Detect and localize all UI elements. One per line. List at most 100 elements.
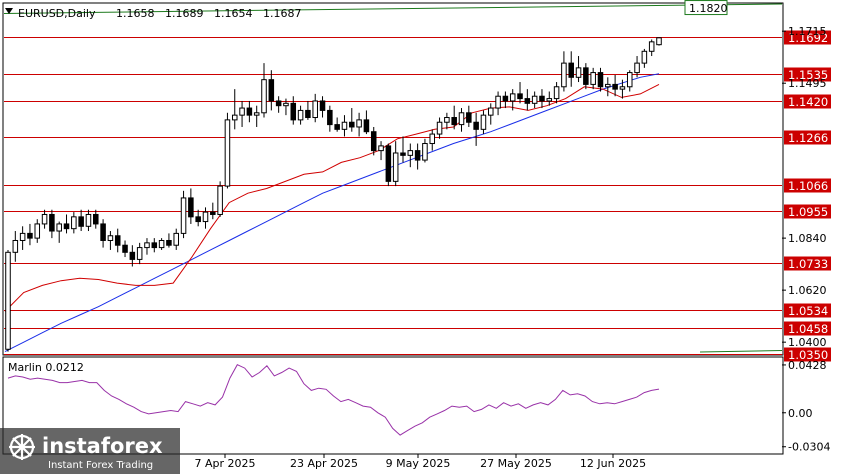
candle <box>349 108 355 132</box>
candle-body-down <box>195 216 201 223</box>
upper-line <box>3 3 783 14</box>
candle <box>495 91 501 116</box>
candle <box>231 89 238 130</box>
candle-body-up <box>487 107 494 116</box>
candle-body-up <box>422 143 428 161</box>
candle <box>392 141 399 187</box>
candle <box>429 129 436 151</box>
candle-body-up <box>561 62 567 88</box>
candle <box>634 56 640 78</box>
candle <box>400 136 406 163</box>
candle <box>93 209 99 229</box>
candle-body-down <box>385 145 392 182</box>
candle-body-up <box>19 232 26 241</box>
candle <box>436 117 443 139</box>
candle-body-down <box>524 98 531 104</box>
candle <box>487 103 494 125</box>
upper-line-label-box <box>684 0 728 16</box>
candle-body-up <box>356 119 362 128</box>
candle-body-up <box>136 247 143 260</box>
candle-body-down <box>27 232 33 239</box>
candle-body-up <box>12 239 19 253</box>
candle-body-up <box>85 213 92 227</box>
level-label: 1.0458 <box>788 322 828 336</box>
candle-body-down <box>188 197 194 218</box>
candle-body-up <box>239 107 245 116</box>
candle-body-up <box>41 213 48 225</box>
candle-body-up <box>224 119 231 187</box>
moving-averages <box>4 73 660 353</box>
candle <box>180 190 187 239</box>
candle-body-up <box>444 117 450 123</box>
candle-body-down <box>63 223 70 230</box>
candle-body-down <box>93 213 99 225</box>
candle-body-down <box>502 95 509 102</box>
price-tick-label: 1.0400 <box>788 336 827 349</box>
time-tick-label: 12 Jun 2025 <box>580 457 646 470</box>
time-tick-label: 7 Apr 2025 <box>194 457 255 470</box>
level-label: 1.1535 <box>788 68 828 82</box>
candle <box>63 214 70 234</box>
candle-body-down <box>400 152 406 156</box>
candle <box>590 67 596 90</box>
candle <box>188 188 194 224</box>
candle-body-up <box>458 112 465 126</box>
candle <box>531 91 538 109</box>
time-tick-label: 27 May 2025 <box>480 457 552 470</box>
candle <box>275 96 282 113</box>
candle <box>612 74 618 97</box>
ohlc-open: 1.1658 <box>116 7 155 20</box>
candle <box>648 39 655 57</box>
candle <box>19 226 26 250</box>
level-label: 1.1420 <box>788 95 828 109</box>
level-label-bg <box>784 130 831 145</box>
candle <box>144 238 150 255</box>
candle <box>319 96 326 118</box>
support-resistance-levels: 1.1692 1.1535 1.1420 1.1266 1.1066 1.0955 1.07… <box>4 30 831 362</box>
candle <box>305 100 311 120</box>
candle-body-down <box>114 235 121 246</box>
dropdown-triangle-icon[interactable] <box>5 8 13 14</box>
candle-body-down <box>166 239 172 246</box>
candle-body-up <box>231 114 238 121</box>
candle <box>158 238 165 250</box>
candle-body-down <box>466 112 472 123</box>
candle <box>114 228 121 253</box>
candle-body-down <box>290 102 297 121</box>
candle <box>561 51 567 92</box>
candle-body-down <box>334 124 340 130</box>
candle <box>217 181 223 217</box>
candle <box>466 105 472 127</box>
candle <box>283 98 289 116</box>
candle-body-down <box>539 95 545 102</box>
candle <box>539 89 545 109</box>
level-label-bg <box>784 347 831 362</box>
chart-header: EURUSD,Daily 1.1658 1.1689 1.1654 1.1687 <box>5 7 302 20</box>
candle-body-up <box>180 197 187 234</box>
candle <box>334 117 340 132</box>
candle <box>619 79 626 99</box>
candle <box>246 100 253 123</box>
ohlc-high: 1.1689 <box>165 7 204 20</box>
candle-body-down <box>151 242 158 249</box>
ma-slow-line <box>4 73 660 353</box>
indicator-tick-label: 0.0428 <box>788 359 827 372</box>
candle <box>656 37 662 46</box>
candle-body-down <box>246 107 253 116</box>
candle <box>202 207 209 229</box>
candle-body-up <box>378 145 384 152</box>
level-label-bg <box>784 204 831 219</box>
candle-body-up <box>605 83 611 88</box>
marlin-line <box>7 364 660 436</box>
candle-body-up <box>495 95 501 109</box>
candle <box>517 82 523 104</box>
candle <box>290 96 297 125</box>
candle-body-down <box>129 251 136 260</box>
upper-line-label: 1.1820 <box>689 2 728 15</box>
candle <box>5 249 11 352</box>
watermark-brand: instaforex <box>42 434 163 458</box>
candle-body-up <box>5 251 11 350</box>
level-label-bg <box>784 256 831 271</box>
candle <box>407 143 414 168</box>
